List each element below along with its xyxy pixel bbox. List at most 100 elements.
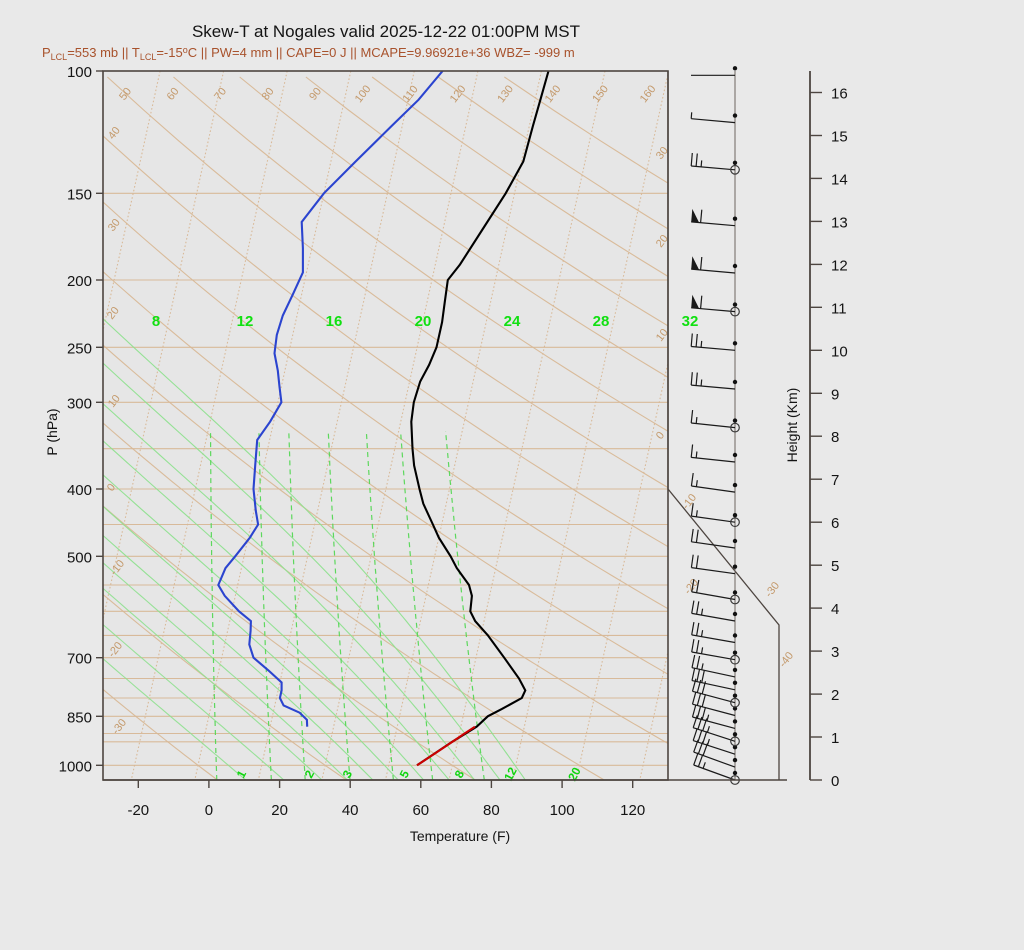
wind-barb [691, 208, 736, 227]
wind-barb [691, 654, 736, 678]
wind-barb [691, 256, 736, 274]
wind-level-marker [730, 517, 740, 528]
wind-level-marker [732, 757, 738, 763]
isotherm-label-right: 20 [654, 233, 671, 250]
wind-barb [691, 704, 736, 729]
wind-barb [690, 152, 736, 171]
temperature-tick-label: 80 [483, 802, 500, 819]
theta-e-label: 24 [504, 313, 521, 330]
wind-level-marker [732, 650, 738, 655]
wind-barb [691, 600, 736, 622]
sounding-layer [217, 71, 550, 767]
wind-barb [691, 667, 736, 691]
wind-level-marker [732, 693, 738, 698]
wind-level-marker [730, 654, 740, 665]
wind-level-marker [732, 263, 738, 269]
mixing-ratio-label: 12 [501, 765, 520, 784]
temperature-tick-label: 100 [550, 802, 575, 819]
theta-e-label: 32 [682, 313, 699, 330]
temperature-tick-label: 20 [271, 802, 288, 819]
height-tick-label: 0 [831, 773, 839, 790]
pressure-tick-label: 700 [67, 651, 92, 668]
wind-level-marker [730, 736, 740, 747]
pressure-tick-label: 150 [67, 186, 92, 203]
wind-barb [690, 444, 736, 463]
pressure-tick-label: 850 [67, 709, 92, 726]
dewpoint-trace [217, 71, 444, 727]
isotherm-label-left: 40 [106, 125, 123, 142]
wind-level-marker [732, 418, 738, 423]
isotherm-label-left: 30 [106, 217, 123, 234]
dry-adiabat-label: 50 [117, 86, 134, 103]
wind-level-marker [732, 379, 738, 385]
height-tick-label: 8 [831, 429, 839, 446]
dry-adiabat-lines [103, 76, 668, 780]
wind-level-marker [732, 66, 738, 71]
height-tick-label: 7 [831, 472, 839, 489]
moist-adiabat-lines [103, 317, 526, 780]
height-tick-label: 13 [831, 214, 848, 231]
pressure-tick-label: 500 [67, 549, 92, 566]
wind-level-marker [732, 538, 738, 544]
wind-barb [690, 554, 736, 575]
pressure-tick-label: 250 [67, 340, 92, 357]
wind-barb [691, 691, 736, 717]
height-tick-label: 4 [831, 601, 839, 618]
pressure-tick-label: 1000 [59, 758, 92, 775]
dry-adiabat-label: 60 [165, 86, 182, 103]
theta-e-label: 16 [326, 313, 343, 330]
height-tick-label: 2 [831, 687, 839, 704]
temperature-tick-label: 60 [412, 802, 429, 819]
pressure-tick-label: 300 [67, 395, 92, 412]
height-tick-label: 9 [831, 386, 839, 403]
wind-level-marker [732, 160, 738, 165]
wind-barb [690, 528, 736, 549]
temperature-tick-label: 0 [205, 802, 213, 819]
wind-level-marker [730, 164, 740, 175]
wind-level-marker [732, 633, 738, 638]
height-tick-label: 15 [831, 129, 848, 146]
svg-text:PLCL=553 mb || TLCL=-15oC || P: PLCL=553 mb || TLCL=-15oC || PW=4 mm || … [42, 45, 575, 62]
wind-barb [693, 752, 736, 781]
wind-level-marker [732, 719, 738, 724]
height-tick-label: 3 [831, 644, 839, 661]
height-tick-label: 16 [831, 86, 848, 103]
wind-level-marker [732, 590, 738, 595]
dry-adiabat-label: 80 [260, 86, 277, 103]
wind-panel-frame [667, 71, 780, 780]
wind-barb [691, 294, 736, 313]
temperature-trace [410, 71, 550, 767]
mixing-ratio-label: 20 [565, 765, 584, 784]
height-tick-label: 5 [831, 558, 839, 575]
temperature-tick-label: 120 [620, 802, 645, 819]
height-tick-label: 14 [831, 171, 848, 188]
wind-level-marker [732, 341, 738, 346]
parcel-trace [416, 725, 476, 767]
height-tick-label: 12 [831, 257, 848, 274]
wind-barb-group [690, 74, 736, 781]
wind-level-markers [730, 66, 740, 785]
sounding-stats-subtitle: PLCL=553 mb || TLCL=-15oC || PW=4 mm || … [42, 45, 575, 62]
wind-level-marker [732, 611, 738, 617]
height-tick-label: 11 [831, 300, 847, 317]
pressure-tick-label: 400 [67, 482, 92, 499]
isotherm-label-right: 30 [654, 145, 671, 162]
height-tick-label: 10 [831, 343, 848, 360]
wind-level-marker [732, 113, 738, 118]
wind-level-marker [732, 216, 738, 221]
wind-barb [690, 372, 736, 390]
wind-level-marker [732, 452, 738, 458]
mixing-ratio-lines [209, 430, 485, 780]
wind-barb [690, 333, 736, 351]
wind-level-marker [732, 482, 738, 488]
isotherm-lines [103, 71, 668, 780]
wind-level-marker [730, 422, 740, 433]
wind-level-marker [732, 564, 738, 569]
height-tick-label: 6 [831, 515, 839, 532]
wind-barb [691, 621, 736, 644]
wind-barb [691, 639, 736, 661]
wind-level-marker [732, 770, 738, 776]
